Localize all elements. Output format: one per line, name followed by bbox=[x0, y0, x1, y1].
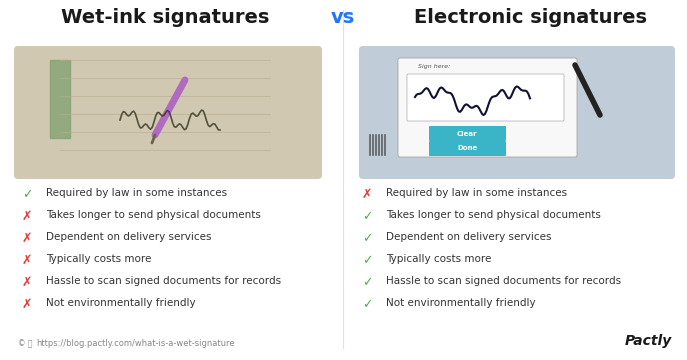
Text: ✓: ✓ bbox=[22, 188, 32, 201]
FancyBboxPatch shape bbox=[429, 141, 506, 156]
Text: https://blog.pactly.com/what-is-a-wet-signature: https://blog.pactly.com/what-is-a-wet-si… bbox=[36, 339, 235, 348]
Text: ✗: ✗ bbox=[22, 276, 32, 289]
Text: Dependent on delivery services: Dependent on delivery services bbox=[386, 232, 552, 242]
Text: Dependent on delivery services: Dependent on delivery services bbox=[46, 232, 212, 242]
FancyBboxPatch shape bbox=[429, 126, 506, 141]
FancyBboxPatch shape bbox=[359, 46, 675, 179]
Text: ✗: ✗ bbox=[22, 254, 32, 267]
FancyBboxPatch shape bbox=[398, 58, 577, 157]
Text: Clear: Clear bbox=[457, 130, 477, 136]
Text: © ⓘ: © ⓘ bbox=[18, 339, 32, 348]
Text: ✓: ✓ bbox=[362, 254, 372, 267]
Text: Sign here:: Sign here: bbox=[418, 64, 450, 69]
Text: Wet-ink signatures: Wet-ink signatures bbox=[61, 8, 269, 27]
Text: ✗: ✗ bbox=[22, 210, 32, 223]
Text: vs: vs bbox=[331, 8, 355, 27]
Text: Required by law in some instances: Required by law in some instances bbox=[46, 188, 227, 198]
Text: ✗: ✗ bbox=[362, 188, 372, 201]
Text: ✓: ✓ bbox=[362, 276, 372, 289]
Text: Typically costs more: Typically costs more bbox=[46, 254, 151, 264]
Text: Not environmentally friendly: Not environmentally friendly bbox=[386, 298, 536, 308]
Polygon shape bbox=[50, 60, 70, 138]
Text: Not environmentally friendly: Not environmentally friendly bbox=[46, 298, 196, 308]
Text: ✓: ✓ bbox=[362, 298, 372, 311]
FancyBboxPatch shape bbox=[14, 46, 322, 179]
Text: ✓: ✓ bbox=[362, 232, 372, 245]
Text: ✗: ✗ bbox=[22, 232, 32, 245]
Text: Pactly: Pactly bbox=[624, 334, 672, 348]
Text: Typically costs more: Typically costs more bbox=[386, 254, 491, 264]
Text: Done: Done bbox=[457, 145, 477, 152]
FancyBboxPatch shape bbox=[407, 74, 564, 121]
Text: Takes longer to send physical documents: Takes longer to send physical documents bbox=[386, 210, 601, 220]
Text: Required by law in some instances: Required by law in some instances bbox=[386, 188, 567, 198]
Text: Hassle to scan signed documents for records: Hassle to scan signed documents for reco… bbox=[386, 276, 621, 286]
Text: ✗: ✗ bbox=[22, 298, 32, 311]
Text: Hassle to scan signed documents for records: Hassle to scan signed documents for reco… bbox=[46, 276, 281, 286]
Text: Takes longer to send physical documents: Takes longer to send physical documents bbox=[46, 210, 261, 220]
Text: ✓: ✓ bbox=[362, 210, 372, 223]
Text: Electronic signatures: Electronic signatures bbox=[414, 8, 646, 27]
